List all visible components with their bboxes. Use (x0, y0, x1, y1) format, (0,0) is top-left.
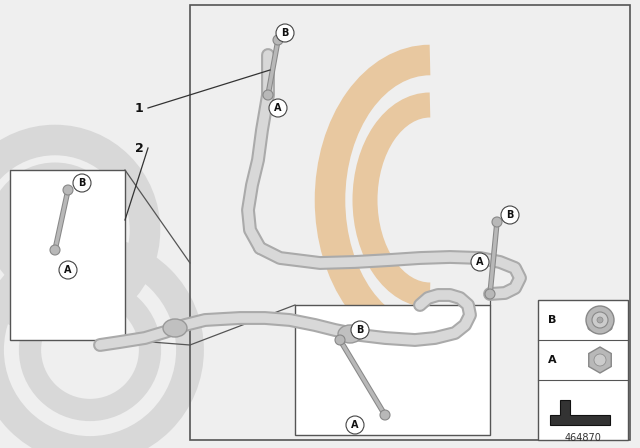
Circle shape (597, 317, 603, 323)
Circle shape (380, 410, 390, 420)
Circle shape (586, 306, 614, 334)
Text: B: B (282, 28, 289, 38)
Circle shape (63, 185, 73, 195)
Circle shape (269, 99, 287, 117)
Text: 464870: 464870 (564, 433, 602, 443)
Circle shape (594, 354, 606, 366)
Polygon shape (550, 400, 610, 425)
Circle shape (485, 289, 495, 299)
Text: B: B (548, 315, 556, 325)
Circle shape (492, 217, 502, 227)
Circle shape (73, 174, 91, 192)
Text: B: B (506, 210, 514, 220)
Circle shape (346, 416, 364, 434)
Bar (190, 5, 630, 440)
Bar (538, 300, 628, 440)
Bar (10, 170, 125, 340)
Text: A: A (275, 103, 282, 113)
Text: B: B (78, 178, 86, 188)
Circle shape (273, 35, 283, 45)
Text: A: A (548, 355, 557, 365)
Circle shape (263, 90, 273, 100)
Circle shape (50, 245, 60, 255)
Circle shape (592, 312, 608, 328)
Circle shape (471, 253, 489, 271)
Bar (295, 305, 490, 435)
Text: 1: 1 (135, 102, 144, 115)
Circle shape (276, 24, 294, 42)
Ellipse shape (338, 325, 362, 343)
Text: 2: 2 (135, 142, 144, 155)
Text: A: A (64, 265, 72, 275)
Text: A: A (351, 420, 359, 430)
Circle shape (59, 261, 77, 279)
Text: B: B (356, 325, 364, 335)
Circle shape (501, 206, 519, 224)
Circle shape (351, 321, 369, 339)
Ellipse shape (163, 319, 187, 337)
Text: A: A (476, 257, 484, 267)
Ellipse shape (588, 324, 612, 332)
Circle shape (335, 335, 345, 345)
